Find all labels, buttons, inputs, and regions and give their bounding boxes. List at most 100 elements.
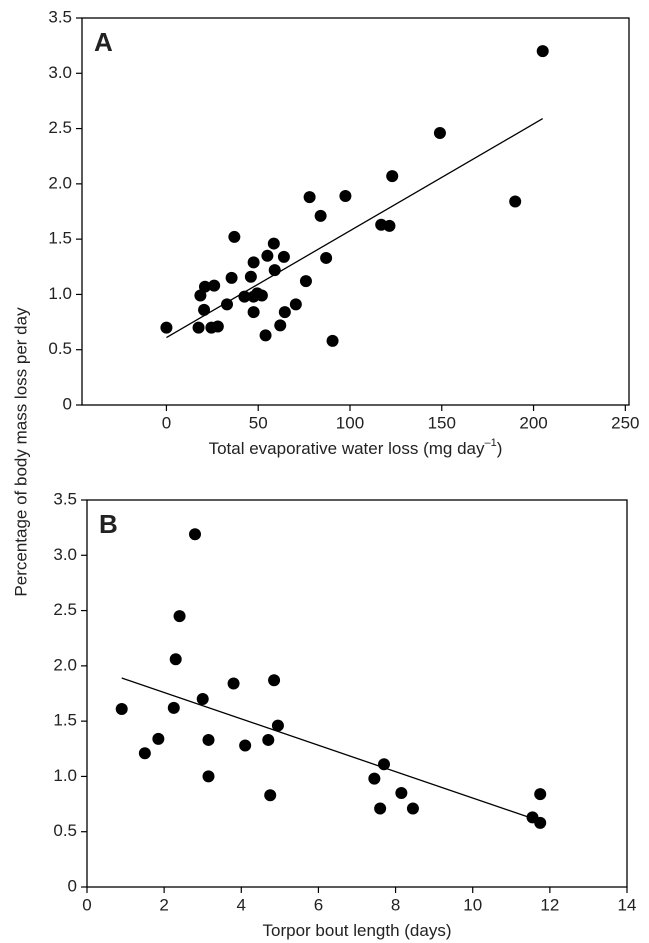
- data-point: [198, 303, 211, 316]
- y-tick-label: 1.5: [48, 229, 72, 248]
- x-tick-label: 100: [336, 413, 364, 432]
- x-tick-label: 0: [162, 413, 171, 432]
- data-point: [339, 190, 352, 203]
- data-point: [262, 733, 275, 746]
- data-point: [152, 732, 165, 745]
- data-point: [264, 789, 277, 802]
- y-tick-label: 2.5: [53, 600, 77, 619]
- y-tick-label: 3.5: [48, 7, 72, 26]
- data-point: [244, 270, 257, 283]
- x-tick-label: 200: [519, 413, 547, 432]
- x-axis-label: Torpor bout length (days): [263, 921, 452, 940]
- data-point: [225, 271, 238, 284]
- panel-label: A: [94, 27, 113, 57]
- data-point: [189, 528, 201, 541]
- x-tick-label: 8: [391, 895, 400, 914]
- data-point: [194, 289, 207, 302]
- data-point: [303, 191, 316, 204]
- data-point: [320, 251, 333, 264]
- data-point: [169, 653, 182, 666]
- x-tick-label: 250: [611, 413, 639, 432]
- data-point: [202, 770, 215, 783]
- y-tick-label: 0.5: [53, 821, 77, 840]
- data-point: [259, 329, 272, 342]
- y-tick-label: 2.0: [53, 655, 77, 674]
- y-tick-label: 1.0: [53, 766, 77, 785]
- data-point: [433, 126, 446, 139]
- y-axis-label: Percentage of body mass loss per day: [11, 307, 30, 597]
- data-point: [534, 816, 547, 829]
- data-point: [314, 209, 327, 222]
- data-point: [211, 320, 224, 333]
- data-point: [274, 319, 287, 332]
- y-tick-label: 0: [68, 876, 77, 895]
- data-point: [289, 298, 302, 311]
- data-point: [326, 334, 339, 347]
- plot-frame: [86, 499, 628, 888]
- y-tick-label: 3.0: [48, 63, 72, 82]
- data-point: [268, 264, 281, 277]
- data-point: [227, 677, 240, 690]
- data-point: [277, 250, 290, 263]
- data-point: [268, 674, 281, 687]
- data-point: [255, 289, 268, 302]
- data-point: [299, 275, 312, 288]
- y-tick-label: 3.5: [53, 489, 77, 508]
- data-point: [368, 772, 381, 785]
- data-point: [198, 280, 211, 293]
- x-tick-label: 150: [428, 413, 456, 432]
- data-point: [228, 230, 241, 243]
- x-tick-label: 4: [237, 895, 246, 914]
- x-tick-label: 12: [540, 895, 559, 914]
- data-point: [395, 787, 408, 800]
- data-point: [192, 321, 205, 334]
- x-axis-label: Total evaporative water loss (mg day–1): [209, 437, 503, 459]
- x-axis-label-text: Torpor bout length (days): [263, 921, 452, 940]
- data-point: [196, 693, 209, 706]
- data-point: [383, 219, 396, 232]
- data-point: [406, 802, 419, 815]
- data-point: [202, 733, 215, 746]
- data-point: [221, 298, 234, 311]
- data-point: [261, 249, 274, 262]
- data-point: [238, 290, 251, 303]
- data-point: [536, 45, 549, 58]
- x-axis-label-end: ): [497, 439, 503, 458]
- data-point: [267, 237, 280, 250]
- data-point: [278, 306, 291, 319]
- y-tick-label: 1.5: [53, 711, 77, 730]
- y-tick-label: 1.0: [48, 284, 72, 303]
- x-tick-label: 50: [249, 413, 268, 432]
- y-tick-label: 0.5: [48, 339, 72, 358]
- data-point: [208, 279, 221, 292]
- data-point: [173, 610, 186, 623]
- data-point: [247, 256, 260, 269]
- data-point: [509, 195, 522, 208]
- panel-label: B: [99, 509, 118, 539]
- data-point: [167, 701, 180, 714]
- x-tick-label: 2: [159, 895, 168, 914]
- data-point: [534, 788, 547, 801]
- data-point: [247, 306, 260, 319]
- x-tick-label: 0: [82, 895, 91, 914]
- y-tick-label: 3.0: [53, 545, 77, 564]
- plot-frame: [81, 17, 630, 406]
- y-tick-label: 2.0: [48, 173, 72, 192]
- data-point: [138, 747, 151, 760]
- x-tick-label: 10: [463, 895, 482, 914]
- y-tick-label: 2.5: [48, 118, 72, 137]
- data-point: [374, 802, 387, 815]
- trend-line: [121, 677, 543, 823]
- data-point: [271, 719, 284, 732]
- data-point: [386, 170, 399, 183]
- x-axis-label-text: Total evaporative water loss (mg day: [209, 439, 485, 458]
- data-point: [239, 739, 252, 752]
- data-point: [378, 758, 390, 771]
- x-tick-label: 6: [314, 895, 323, 914]
- x-axis-label-sup: –1: [484, 437, 496, 449]
- y-tick-label: 0: [63, 394, 72, 413]
- x-tick-label: 14: [618, 895, 637, 914]
- data-point: [115, 702, 128, 715]
